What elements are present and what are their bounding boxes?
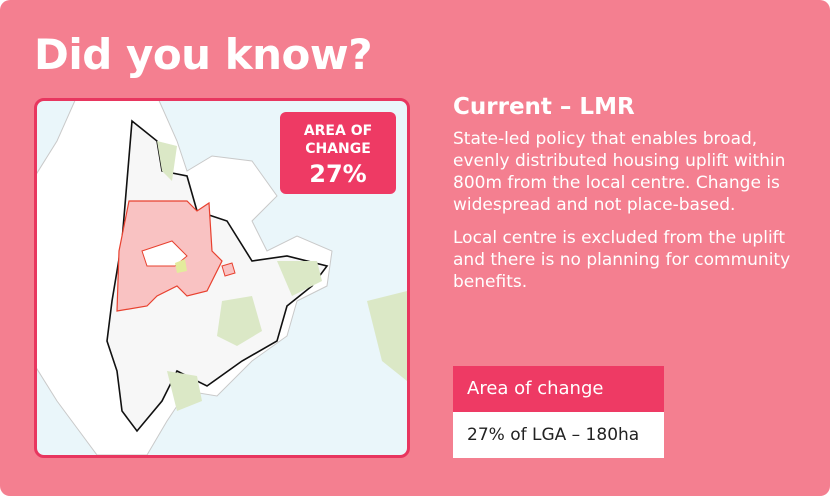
box-value: 27% of LGA – 180ha [453,412,664,458]
map-drawing [37,101,407,455]
paragraph: Local centre is excluded from the uplift… [453,228,791,292]
park [367,291,407,381]
badge-label: AREA OF CHANGE [303,123,373,157]
park [167,371,202,411]
info: Current – LMR State-led policy that enab… [453,94,803,304]
park [217,296,262,346]
title: Did you know? [34,30,373,79]
park [277,261,322,296]
park [157,141,177,181]
badge: AREA OF CHANGE 27% [280,112,396,194]
info-box: Area of change 27% of LGA – 180ha [453,366,664,458]
badge-value: 27% [309,160,367,188]
lga-boundary [106,119,329,433]
park [175,259,187,273]
change-area [221,262,236,277]
heading: Current – LMR [453,94,635,120]
box-header: Area of change [453,366,664,412]
paragraph: State-led policy that enables broad, eve… [453,129,786,215]
